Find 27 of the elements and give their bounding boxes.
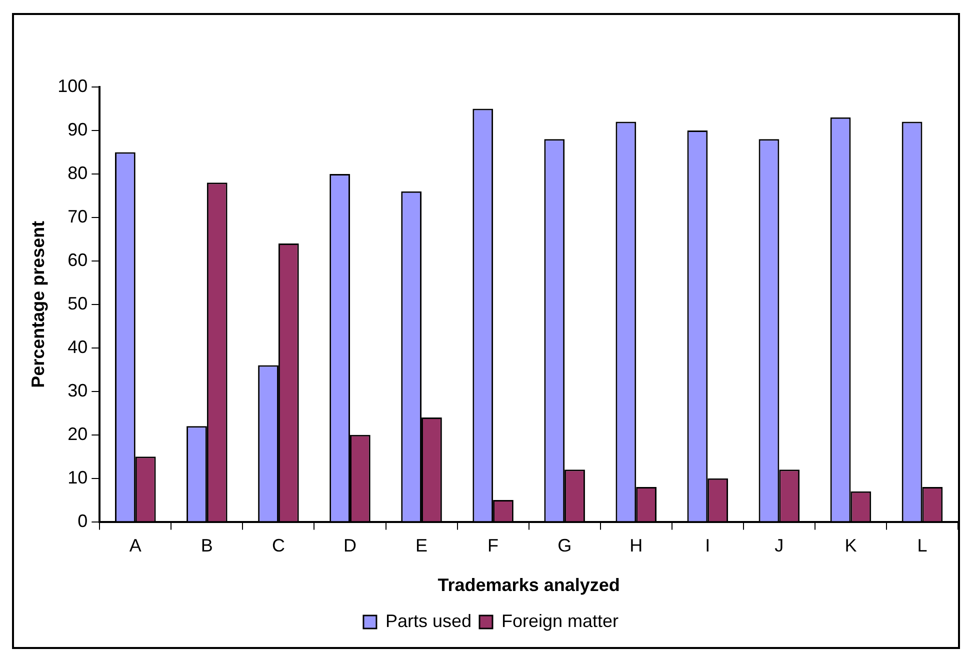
- x-tick-label: G: [558, 536, 572, 556]
- x-tick-label: H: [630, 536, 643, 556]
- y-tick-label: 80: [68, 162, 88, 183]
- y-tick-label: 100: [58, 76, 88, 96]
- x-tick-label: B: [200, 536, 213, 556]
- y-tick-label: 20: [68, 424, 88, 444]
- y-tick-label: 40: [68, 336, 88, 357]
- y-tick-label: 90: [68, 119, 88, 140]
- y-tick-label: 70: [68, 206, 88, 226]
- x-tick-label: F: [488, 536, 499, 556]
- x-tick-label: K: [844, 536, 857, 556]
- y-tick-label: 30: [68, 380, 88, 400]
- y-tick-label: 0: [78, 510, 88, 531]
- x-tick-label: E: [416, 536, 428, 556]
- x-tick-label: I: [705, 536, 710, 556]
- x-tick-label: D: [343, 536, 356, 556]
- y-axis-title: Percentage present: [28, 220, 48, 388]
- y-tick-label: 60: [68, 250, 88, 270]
- x-tick-label: C: [272, 536, 285, 556]
- legend-label: Parts used: [385, 610, 472, 631]
- x-axis-title: Trademarks analyzed: [438, 575, 620, 596]
- y-tick-label: 10: [68, 467, 88, 488]
- x-tick-label: L: [917, 536, 928, 556]
- y-tick-label: 50: [68, 293, 88, 314]
- legend-label: Foreign matter: [502, 610, 619, 631]
- x-tick-label: J: [774, 536, 784, 556]
- x-tick-label: A: [129, 536, 142, 556]
